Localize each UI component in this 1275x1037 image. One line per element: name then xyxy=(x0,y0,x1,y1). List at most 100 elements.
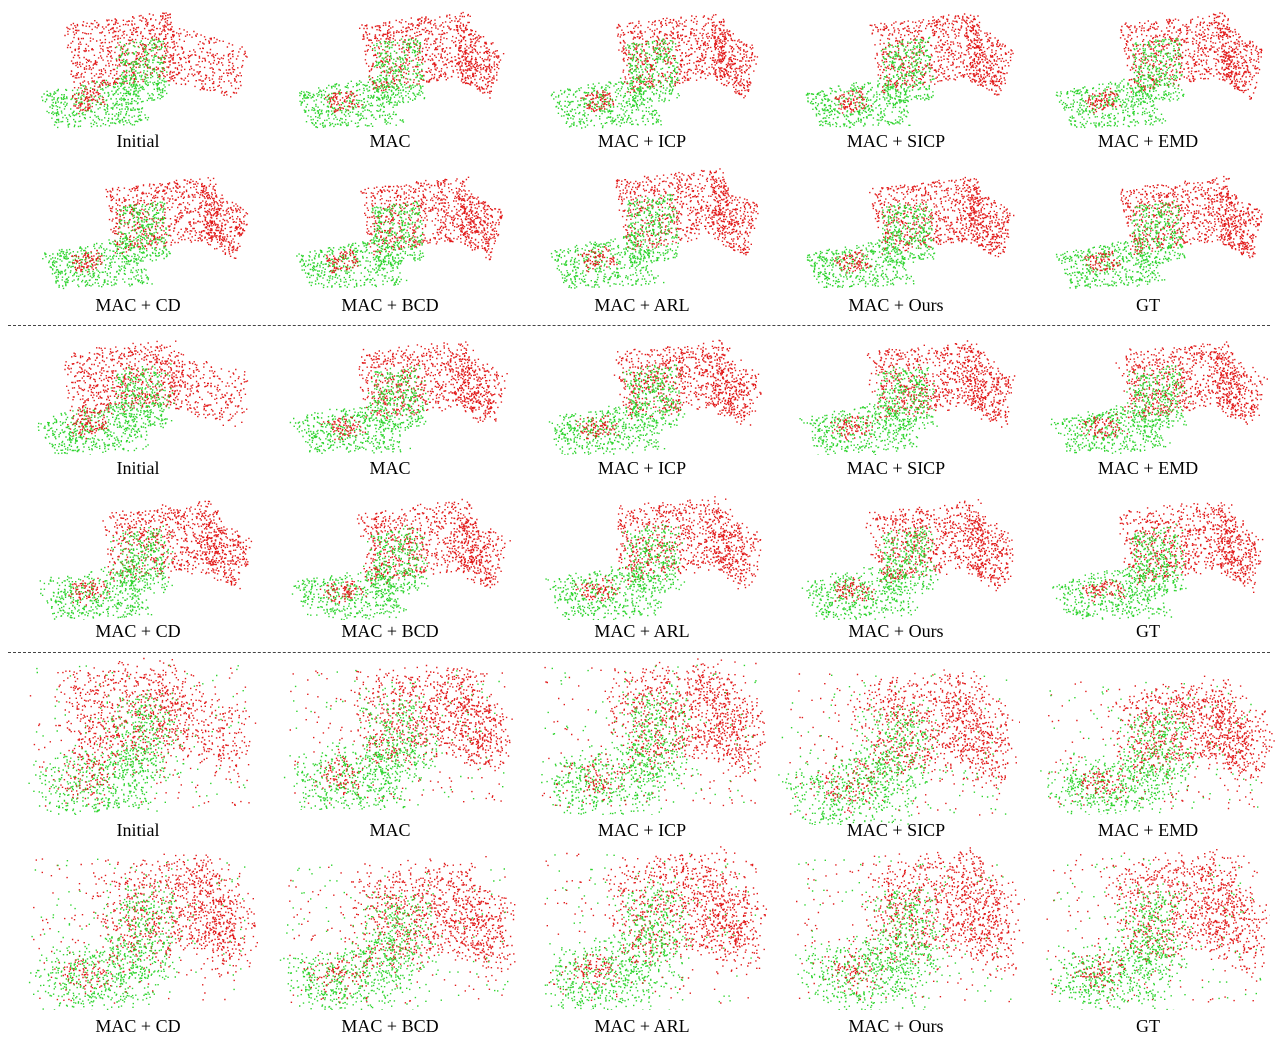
caption: MAC + ICP xyxy=(597,131,687,151)
point-cluster xyxy=(453,507,511,589)
cell-g2-r0-c2 xyxy=(530,655,770,815)
point-cluster xyxy=(1040,751,1180,815)
point-cluster xyxy=(963,182,1015,258)
point-cloud-image xyxy=(1050,341,1268,454)
point-cloud-image xyxy=(806,176,1015,288)
cell-g2-r0-c3 xyxy=(770,665,1020,825)
cell-g0-r0-c0 xyxy=(20,5,260,130)
point-cluster xyxy=(1046,929,1175,1010)
point-cluster xyxy=(834,87,872,114)
caption: MAC + BCD xyxy=(341,1016,439,1036)
point-cluster xyxy=(451,352,508,423)
point-cluster xyxy=(160,19,248,98)
cell-g2-r0-c1 xyxy=(275,660,515,810)
point-cluster xyxy=(866,340,991,421)
point-cluster xyxy=(359,692,439,789)
point-cloud-image xyxy=(778,669,1020,825)
caption: MAC + ARL xyxy=(594,621,690,641)
point-cluster xyxy=(705,507,762,590)
point-cluster xyxy=(28,739,158,815)
point-cluster xyxy=(350,664,494,774)
point-cluster xyxy=(1055,237,1166,289)
point-cluster xyxy=(834,249,872,274)
point-cluster xyxy=(569,954,620,991)
point-cluster xyxy=(541,735,666,815)
point-cluster xyxy=(1119,707,1200,794)
point-cluster xyxy=(877,526,939,596)
point-cluster xyxy=(454,185,503,261)
cell-g0-r0-c3 xyxy=(785,5,1025,130)
point-cluster xyxy=(57,756,116,799)
point-cluster xyxy=(72,88,106,115)
point-cluster xyxy=(699,868,767,976)
caption: MAC + BCD xyxy=(341,295,439,315)
point-cluster xyxy=(622,524,686,598)
point-cluster xyxy=(299,74,405,129)
point-cluster xyxy=(616,496,739,585)
point-cloud-image xyxy=(289,341,508,454)
caption: MAC + ICP xyxy=(597,458,687,478)
point-cluster xyxy=(865,499,991,583)
point-cluster xyxy=(315,757,362,796)
point-cluster xyxy=(358,890,440,989)
point-cluster xyxy=(1046,852,1258,1004)
point-cluster xyxy=(201,182,249,259)
point-cluster xyxy=(1201,687,1275,784)
caption: MAC + CD xyxy=(95,1016,181,1036)
point-cloud-image xyxy=(41,12,248,129)
point-cluster xyxy=(880,36,935,107)
point-cluster xyxy=(616,14,736,94)
point-cloud-image xyxy=(291,498,511,620)
cell-g1-r1-c0 xyxy=(20,495,260,620)
point-cluster xyxy=(115,38,170,105)
point-cluster xyxy=(116,201,171,267)
point-cluster xyxy=(627,193,679,266)
point-cluster xyxy=(1048,681,1266,810)
point-cluster xyxy=(346,856,495,968)
caption: GT xyxy=(1136,621,1160,641)
point-cluster xyxy=(798,856,1012,1004)
point-cloud-image xyxy=(799,340,1016,455)
point-cluster xyxy=(102,500,229,584)
cell-g2-r1-c2 xyxy=(530,845,770,1010)
point-cluster xyxy=(550,77,662,129)
point-cluster xyxy=(372,38,426,106)
point-cluster xyxy=(575,415,619,440)
point-cloud-image xyxy=(39,500,253,620)
point-cluster xyxy=(612,878,693,987)
point-cloud-image xyxy=(1055,175,1263,289)
point-cluster xyxy=(279,937,419,1010)
point-cluster xyxy=(1078,412,1129,439)
point-cluster xyxy=(1119,502,1246,586)
point-cluster xyxy=(607,846,748,966)
point-cluster xyxy=(622,364,686,433)
point-cluster xyxy=(320,415,366,441)
point-cluster xyxy=(368,364,430,433)
point-cluster xyxy=(705,352,762,426)
point-cluster xyxy=(819,947,884,992)
point-cluster xyxy=(1115,341,1240,420)
point-cluster xyxy=(296,237,408,289)
point-cluster xyxy=(541,662,760,808)
point-cluster xyxy=(71,249,103,273)
point-cluster xyxy=(962,511,1014,592)
caption: MAC + SICP xyxy=(846,820,946,840)
point-cluster xyxy=(105,177,224,255)
point-cluster xyxy=(869,176,989,255)
point-cluster xyxy=(615,168,735,251)
point-cluster xyxy=(1116,881,1192,980)
point-cloud-image xyxy=(550,14,759,129)
point-cluster xyxy=(962,348,1016,428)
cell-g0-r0-c4 xyxy=(1035,5,1275,130)
point-cloud-image xyxy=(1046,849,1270,1010)
cell-g0-r1-c1 xyxy=(275,170,515,290)
caption: MAC + BCD xyxy=(341,621,439,641)
point-cluster xyxy=(869,878,949,984)
point-cluster xyxy=(1131,199,1186,268)
cell-g2-r1-c3 xyxy=(785,845,1025,1010)
point-cloud-image xyxy=(548,339,762,455)
caption: MAC + Ours xyxy=(848,621,944,641)
point-cluster xyxy=(110,525,174,596)
point-cloud-image xyxy=(550,168,759,289)
